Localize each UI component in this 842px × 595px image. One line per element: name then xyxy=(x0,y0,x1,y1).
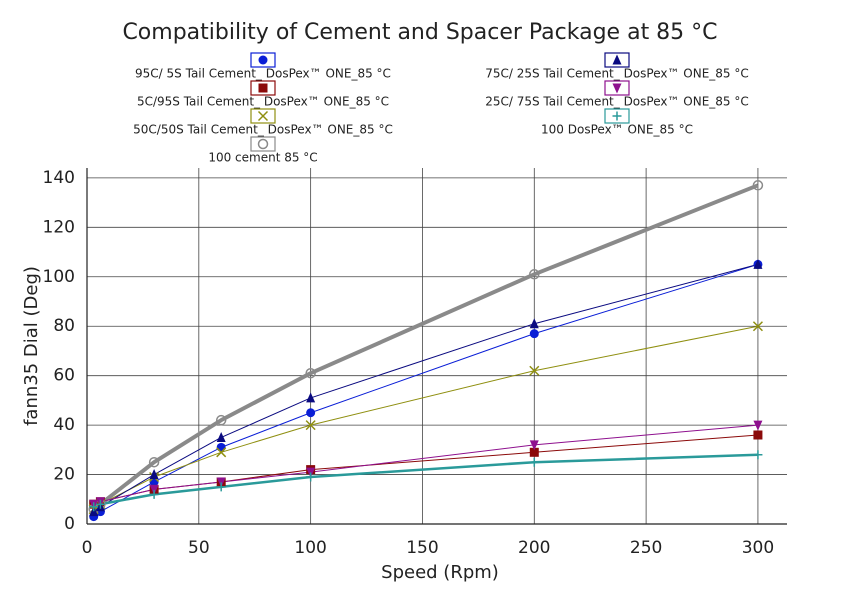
y-tick-label: 40 xyxy=(53,415,75,435)
x-tick-label: 50 xyxy=(188,538,210,558)
legend-item: 100 cement 85 °C xyxy=(208,136,318,165)
marker xyxy=(612,83,622,94)
y-tick-label: 60 xyxy=(53,366,75,386)
fit-line xyxy=(93,263,759,517)
legend-item: 25C/ 75S Tail Cement_ DosPex™ ONE_85 °C xyxy=(485,80,749,109)
legend-item: 100 DosPex™ ONE_85 °C xyxy=(541,108,693,137)
marker xyxy=(529,457,539,467)
chart-title: Compatibility of Cement and Spacer Packa… xyxy=(122,20,717,45)
marker xyxy=(529,447,539,457)
marker xyxy=(258,83,268,93)
legend-label: 95C/ 5S Tail Cement_ DosPex™ ONE_85 °C xyxy=(135,67,391,81)
x-tick-label: 0 xyxy=(82,538,93,558)
legend-box xyxy=(250,136,276,152)
x-tick-label: 200 xyxy=(518,538,550,558)
marker xyxy=(753,420,763,431)
marker xyxy=(529,269,540,280)
x-tick-label: 100 xyxy=(294,538,326,558)
legend-label: 25C/ 75S Tail Cement_ DosPex™ ONE_85 °C xyxy=(485,95,749,109)
legend-label: 50C/50S Tail Cement_ DosPex™ ONE_85 °C xyxy=(133,123,393,137)
marker xyxy=(753,430,763,440)
legend-label: 100 cement 85 °C xyxy=(208,151,317,165)
legend-item: 5C/95S Tail Cement_ DosPex™ ONE_85 °C xyxy=(137,80,389,109)
marker xyxy=(305,367,316,379)
marker xyxy=(216,442,226,452)
x-tick-label: 150 xyxy=(406,538,438,558)
y-tick-label: 20 xyxy=(53,465,75,485)
marker xyxy=(529,440,539,451)
legend-item: 75C/ 25S Tail Cement_ DosPex™ ONE_85 °C xyxy=(485,52,749,81)
y-tick-label: 140 xyxy=(43,168,75,188)
x-tick-label: 300 xyxy=(742,538,774,558)
marker xyxy=(148,456,160,468)
x-tick-label: 250 xyxy=(630,538,662,558)
marker xyxy=(529,318,539,329)
marker xyxy=(149,489,159,499)
marker xyxy=(216,431,226,442)
marker xyxy=(753,450,763,460)
x-axis-label: Speed (Rpm) xyxy=(381,562,499,583)
marker xyxy=(305,420,316,431)
marker xyxy=(752,180,764,191)
fit-line xyxy=(93,325,759,510)
marker xyxy=(753,258,763,269)
marker xyxy=(216,482,226,492)
marker xyxy=(257,110,269,122)
legend-item: 50C/50S Tail Cement_ DosPex™ ONE_85 °C xyxy=(133,108,393,137)
marker xyxy=(306,408,316,418)
legend-item: 95C/ 5S Tail Cement_ DosPex™ ONE_85 °C xyxy=(135,52,391,81)
legend-label: 100 DosPex™ ONE_85 °C xyxy=(541,123,693,137)
marker xyxy=(89,502,99,512)
marker xyxy=(95,499,105,509)
marker xyxy=(215,414,227,426)
y-axis-label: fann35 Dial (Deg) xyxy=(21,266,42,426)
marker xyxy=(752,321,763,332)
y-tick-label: 100 xyxy=(43,267,75,287)
marker xyxy=(529,365,540,376)
marker xyxy=(216,447,227,458)
marker xyxy=(257,138,269,150)
marker xyxy=(306,392,316,403)
marker xyxy=(529,329,539,339)
y-tick-label: 0 xyxy=(64,514,75,534)
legend-label: 75C/ 25S Tail Cement_ DosPex™ ONE_85 °C xyxy=(485,67,749,81)
y-tick-label: 120 xyxy=(43,217,75,237)
marker xyxy=(612,54,622,65)
y-tick-label: 80 xyxy=(53,316,75,336)
marker xyxy=(306,472,316,482)
marker xyxy=(612,111,622,121)
marker xyxy=(149,469,159,480)
legend-label: 5C/95S Tail Cement_ DosPex™ ONE_85 °C xyxy=(137,95,389,109)
marker xyxy=(258,55,268,65)
